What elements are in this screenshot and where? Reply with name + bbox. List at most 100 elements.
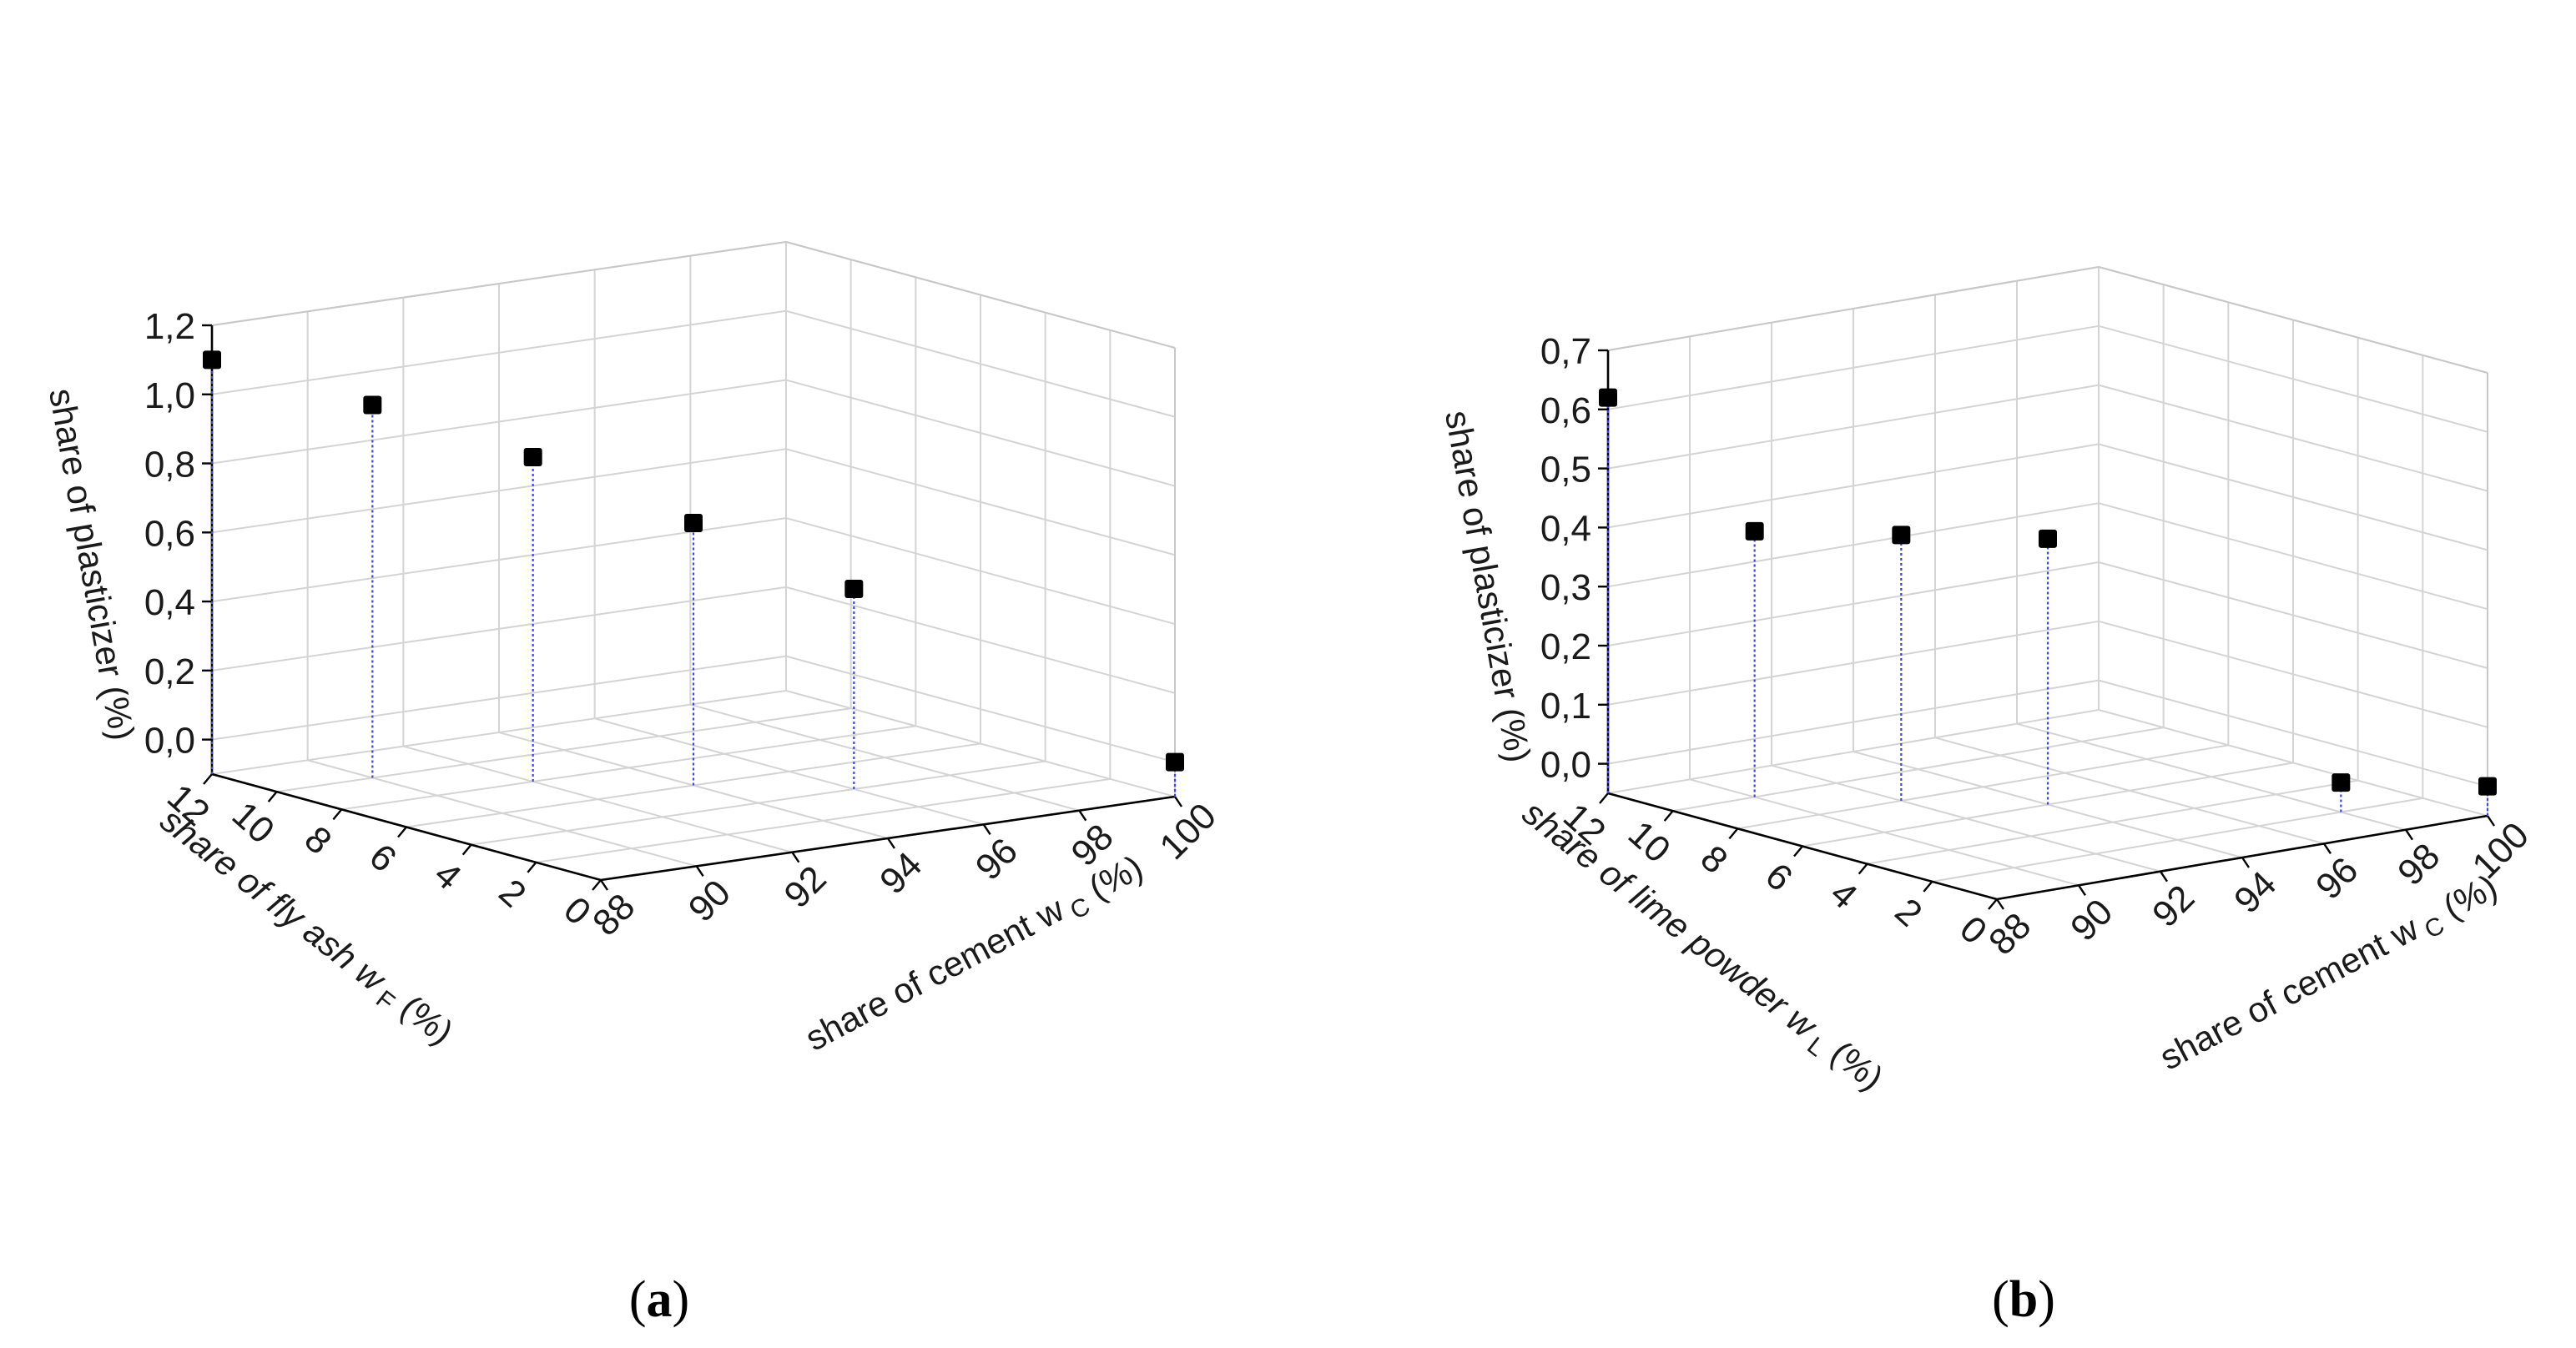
y-tick-mark — [791, 852, 800, 863]
wall-grid-line — [2098, 502, 2488, 611]
z-tick-label: 0,1 — [1540, 686, 1591, 727]
data-point-marker — [2478, 777, 2497, 796]
wall-grid-line — [1607, 561, 2100, 646]
x-tick-mark — [1728, 827, 1739, 840]
wall-grid-line — [2098, 324, 2488, 433]
y-tick-label: 88 — [585, 886, 643, 943]
x-tick-label: 4 — [426, 853, 469, 898]
x-tick-mark — [1663, 810, 1674, 822]
floor-grid-line — [403, 745, 793, 853]
data-point-marker — [2332, 773, 2351, 792]
wall-grid-line — [1607, 443, 2100, 529]
z-axis-title: share of plasticizer (%) — [1438, 408, 1538, 766]
z-tick-label: 1,0 — [144, 375, 195, 416]
floor-grid-line — [1771, 764, 2161, 873]
x-tick-mark — [1858, 863, 1868, 875]
x-tick-mark — [1793, 845, 1803, 858]
wall-grid-line — [211, 379, 787, 465]
box-edge — [2098, 266, 2488, 374]
y-tick-mark — [1174, 796, 1182, 807]
data-point-marker — [523, 447, 542, 466]
wall-grid-line — [1607, 679, 2100, 765]
z-tick-label: 0,0 — [1540, 745, 1591, 786]
x-tick-mark — [461, 843, 472, 856]
y-tick-mark — [2241, 857, 2250, 868]
y-tick-mark — [2405, 829, 2413, 841]
wall-grid-line — [2098, 620, 2488, 728]
y-tick-label: 96 — [2308, 849, 2366, 907]
floor-grid-line — [690, 703, 1080, 812]
data-point-marker — [2039, 529, 2057, 548]
wall-grid-line — [785, 586, 1176, 694]
wall-grid-line — [211, 655, 787, 741]
y-tick-label: 90 — [2063, 891, 2120, 948]
x-tick-mark — [1599, 792, 1609, 804]
x-tick-label: 2 — [492, 872, 534, 916]
z-tick-label: 0,6 — [1540, 390, 1591, 431]
wall-grid-line — [1607, 620, 2100, 706]
y-tick-mark — [695, 865, 704, 877]
wall-grid-line — [211, 448, 787, 534]
z-tick-label: 0,2 — [144, 651, 195, 692]
wall-grid-line — [785, 309, 1176, 418]
x-tick-label: 2 — [1888, 891, 1930, 935]
y-axis-title: share of cement w C (%) — [799, 848, 1151, 1063]
wall-grid-line — [211, 586, 787, 671]
panel-caption: (b) — [1992, 1271, 2055, 1328]
y-tick-label: 90 — [681, 872, 739, 929]
z-tick-label: 0,7 — [1540, 331, 1591, 372]
data-point-marker — [1599, 388, 1617, 407]
wall-grid-line — [1607, 384, 2100, 470]
wall-grid-line — [785, 655, 1176, 763]
box-edge — [1607, 266, 2100, 351]
y-axis-title-main: share of cement w — [2153, 908, 2425, 1078]
panel-caption: (a) — [629, 1271, 689, 1328]
data-point-marker — [1892, 526, 1911, 545]
z-tick-label: 0,6 — [144, 513, 195, 554]
x-tick-mark — [397, 826, 407, 838]
z-tick-label: 0,4 — [144, 582, 195, 623]
z-tick-label: 0,0 — [144, 721, 195, 762]
wall-grid-line — [785, 517, 1176, 626]
z-axis-title: share of plasticizer (%) — [42, 385, 142, 743]
data-point-marker — [203, 350, 221, 370]
x-tick-mark — [203, 773, 213, 785]
wall-grid-line — [2098, 384, 2488, 492]
z-tick-label: 0,3 — [1540, 567, 1591, 608]
box-edge — [785, 241, 1176, 349]
floor-grid-line — [594, 717, 984, 826]
wall-grid-line — [785, 379, 1176, 487]
y-tick-mark — [2160, 871, 2168, 883]
y-tick-label: 98 — [2390, 836, 2447, 893]
panel-caption-letter: b — [2009, 1271, 2038, 1328]
y-tick-label: 92 — [2145, 878, 2202, 935]
x-tick-mark — [1923, 881, 1933, 893]
wall-grid-line — [2098, 443, 2488, 551]
y-tick-mark — [1996, 898, 2004, 910]
x-tick-label: 8 — [297, 818, 340, 863]
z-tick-label: 1,2 — [144, 306, 195, 347]
data-point-marker — [363, 395, 382, 415]
y-tick-mark — [1078, 810, 1087, 822]
z-tick-label: 0,2 — [1540, 626, 1591, 667]
x-tick-mark — [1988, 898, 1998, 910]
y-tick-mark — [982, 823, 991, 835]
data-point-marker — [1745, 521, 1764, 541]
y-tick-label: 92 — [776, 858, 834, 916]
panel-caption-letter: a — [647, 1271, 673, 1328]
wall-grid-line — [211, 309, 787, 395]
floor-grid-line — [1934, 737, 2325, 845]
y-tick-mark — [887, 837, 895, 849]
wall-grid-line — [1607, 324, 2100, 410]
y-tick-label: 94 — [872, 844, 930, 902]
wall-grid-line — [1607, 502, 2100, 588]
z-tick-label: 0,4 — [1540, 508, 1591, 549]
x-tick-label: 4 — [1822, 873, 1865, 917]
wall-grid-line — [2098, 561, 2488, 669]
y-tick-mark — [2487, 815, 2495, 827]
x-tick-mark — [527, 862, 537, 873]
y-tick-label: 94 — [2226, 863, 2284, 921]
